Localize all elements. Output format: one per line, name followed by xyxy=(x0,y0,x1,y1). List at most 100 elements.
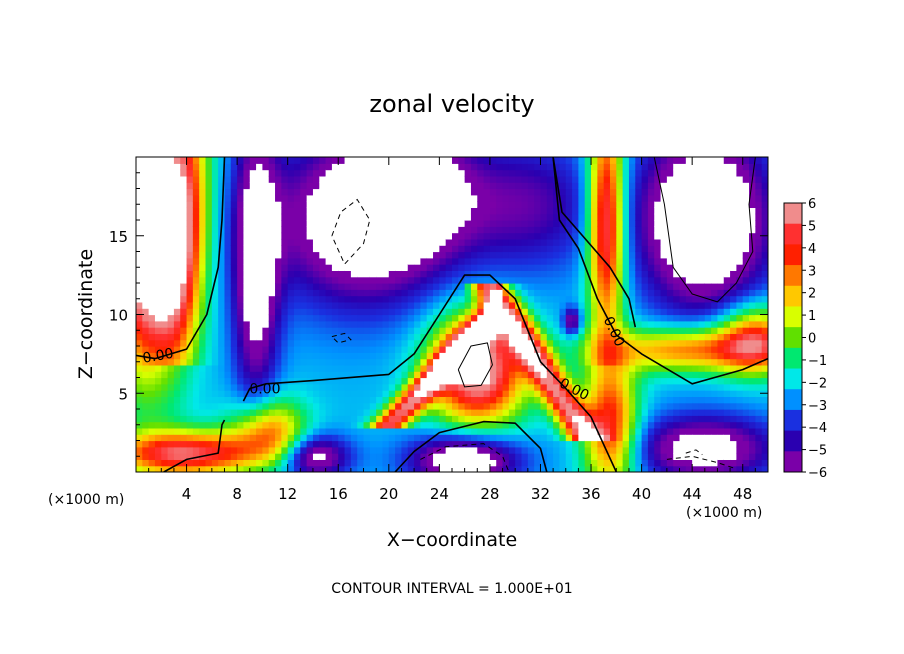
field-cell xyxy=(281,301,289,309)
field-cell xyxy=(433,339,440,347)
field-cell xyxy=(407,207,415,215)
field-cell xyxy=(395,434,403,442)
field-cell xyxy=(628,434,636,442)
field-cell xyxy=(521,377,529,385)
field-cell xyxy=(553,352,561,360)
field-cell xyxy=(211,194,219,202)
field-cell xyxy=(546,264,554,271)
field-cell xyxy=(704,182,712,190)
field-cell xyxy=(376,238,384,246)
field-cell xyxy=(692,358,700,366)
field-cell xyxy=(262,283,270,290)
field-cell xyxy=(344,383,352,391)
field-cell xyxy=(597,446,605,454)
field-cell xyxy=(742,427,750,435)
field-cell xyxy=(306,327,314,334)
field-cell xyxy=(142,339,150,347)
field-cell xyxy=(508,421,516,429)
field-cell xyxy=(730,289,737,297)
field-cell xyxy=(736,270,744,278)
field-cell xyxy=(237,346,245,353)
field-cell xyxy=(647,169,655,177)
field-cell xyxy=(628,377,636,385)
field-cell xyxy=(230,415,238,423)
field-cell xyxy=(521,163,529,171)
field-cell xyxy=(540,352,548,360)
field-cell xyxy=(300,251,308,259)
field-cell xyxy=(388,301,396,309)
field-cell xyxy=(224,434,232,442)
field-cell xyxy=(161,346,169,353)
field-cell xyxy=(521,390,529,397)
field-cell xyxy=(268,409,276,416)
field-cell xyxy=(205,245,213,253)
field-cell xyxy=(496,207,504,215)
field-cell xyxy=(736,459,744,467)
field-cell xyxy=(666,390,674,397)
field-cell xyxy=(142,320,150,328)
field-cell xyxy=(761,396,768,404)
field-cell xyxy=(350,270,358,278)
field-cell xyxy=(363,207,371,215)
field-cell xyxy=(167,213,175,221)
field-cell xyxy=(711,169,719,177)
field-cell xyxy=(167,157,175,164)
field-cell xyxy=(275,427,282,435)
field-cell xyxy=(154,301,162,309)
field-cell xyxy=(395,421,403,429)
field-cell xyxy=(685,201,693,208)
field-cell xyxy=(515,163,523,171)
field-cell xyxy=(154,346,162,353)
field-cell xyxy=(439,175,447,183)
field-cell xyxy=(363,245,371,253)
field-cell xyxy=(173,245,181,253)
field-cell xyxy=(186,346,194,353)
field-cell xyxy=(628,201,636,208)
field-cell xyxy=(300,352,308,360)
field-cell xyxy=(439,226,447,234)
field-cell xyxy=(325,427,333,435)
field-cell xyxy=(376,390,384,397)
field-cell xyxy=(388,465,396,472)
field-cell xyxy=(414,220,421,227)
field-cell xyxy=(331,459,339,467)
field-cell xyxy=(433,421,440,429)
field-cell xyxy=(192,314,200,322)
field-cell xyxy=(496,301,504,309)
field-cell xyxy=(458,327,466,334)
field-cell xyxy=(470,251,478,259)
field-cell xyxy=(154,188,162,196)
field-cell xyxy=(205,289,213,297)
field-cell xyxy=(591,320,598,328)
field-cell xyxy=(761,308,768,316)
field-cell xyxy=(426,220,434,227)
field-cell xyxy=(161,320,169,328)
field-cell xyxy=(635,251,643,259)
field-cell xyxy=(521,346,529,353)
field-cell xyxy=(546,453,554,460)
field-cell xyxy=(363,390,371,397)
field-cell xyxy=(540,289,548,297)
field-cell xyxy=(433,257,440,265)
field-cell xyxy=(395,415,403,423)
field-cell xyxy=(275,182,282,190)
field-cell xyxy=(458,415,466,423)
field-cell xyxy=(704,402,712,410)
field-cell xyxy=(704,364,712,372)
field-cell xyxy=(534,314,542,322)
field-cell xyxy=(363,251,371,259)
field-cell xyxy=(319,289,327,297)
field-cell xyxy=(312,245,320,253)
field-cell xyxy=(395,220,403,227)
field-cell xyxy=(565,283,573,290)
field-cell xyxy=(483,163,491,171)
field-cell xyxy=(717,308,725,316)
field-cell xyxy=(173,283,181,290)
field-cell xyxy=(698,175,706,183)
field-cell xyxy=(470,238,478,246)
field-cell xyxy=(698,409,706,416)
field-cell xyxy=(331,346,339,353)
field-cell xyxy=(704,226,712,234)
field-cell xyxy=(521,213,529,221)
field-cell xyxy=(205,182,213,190)
